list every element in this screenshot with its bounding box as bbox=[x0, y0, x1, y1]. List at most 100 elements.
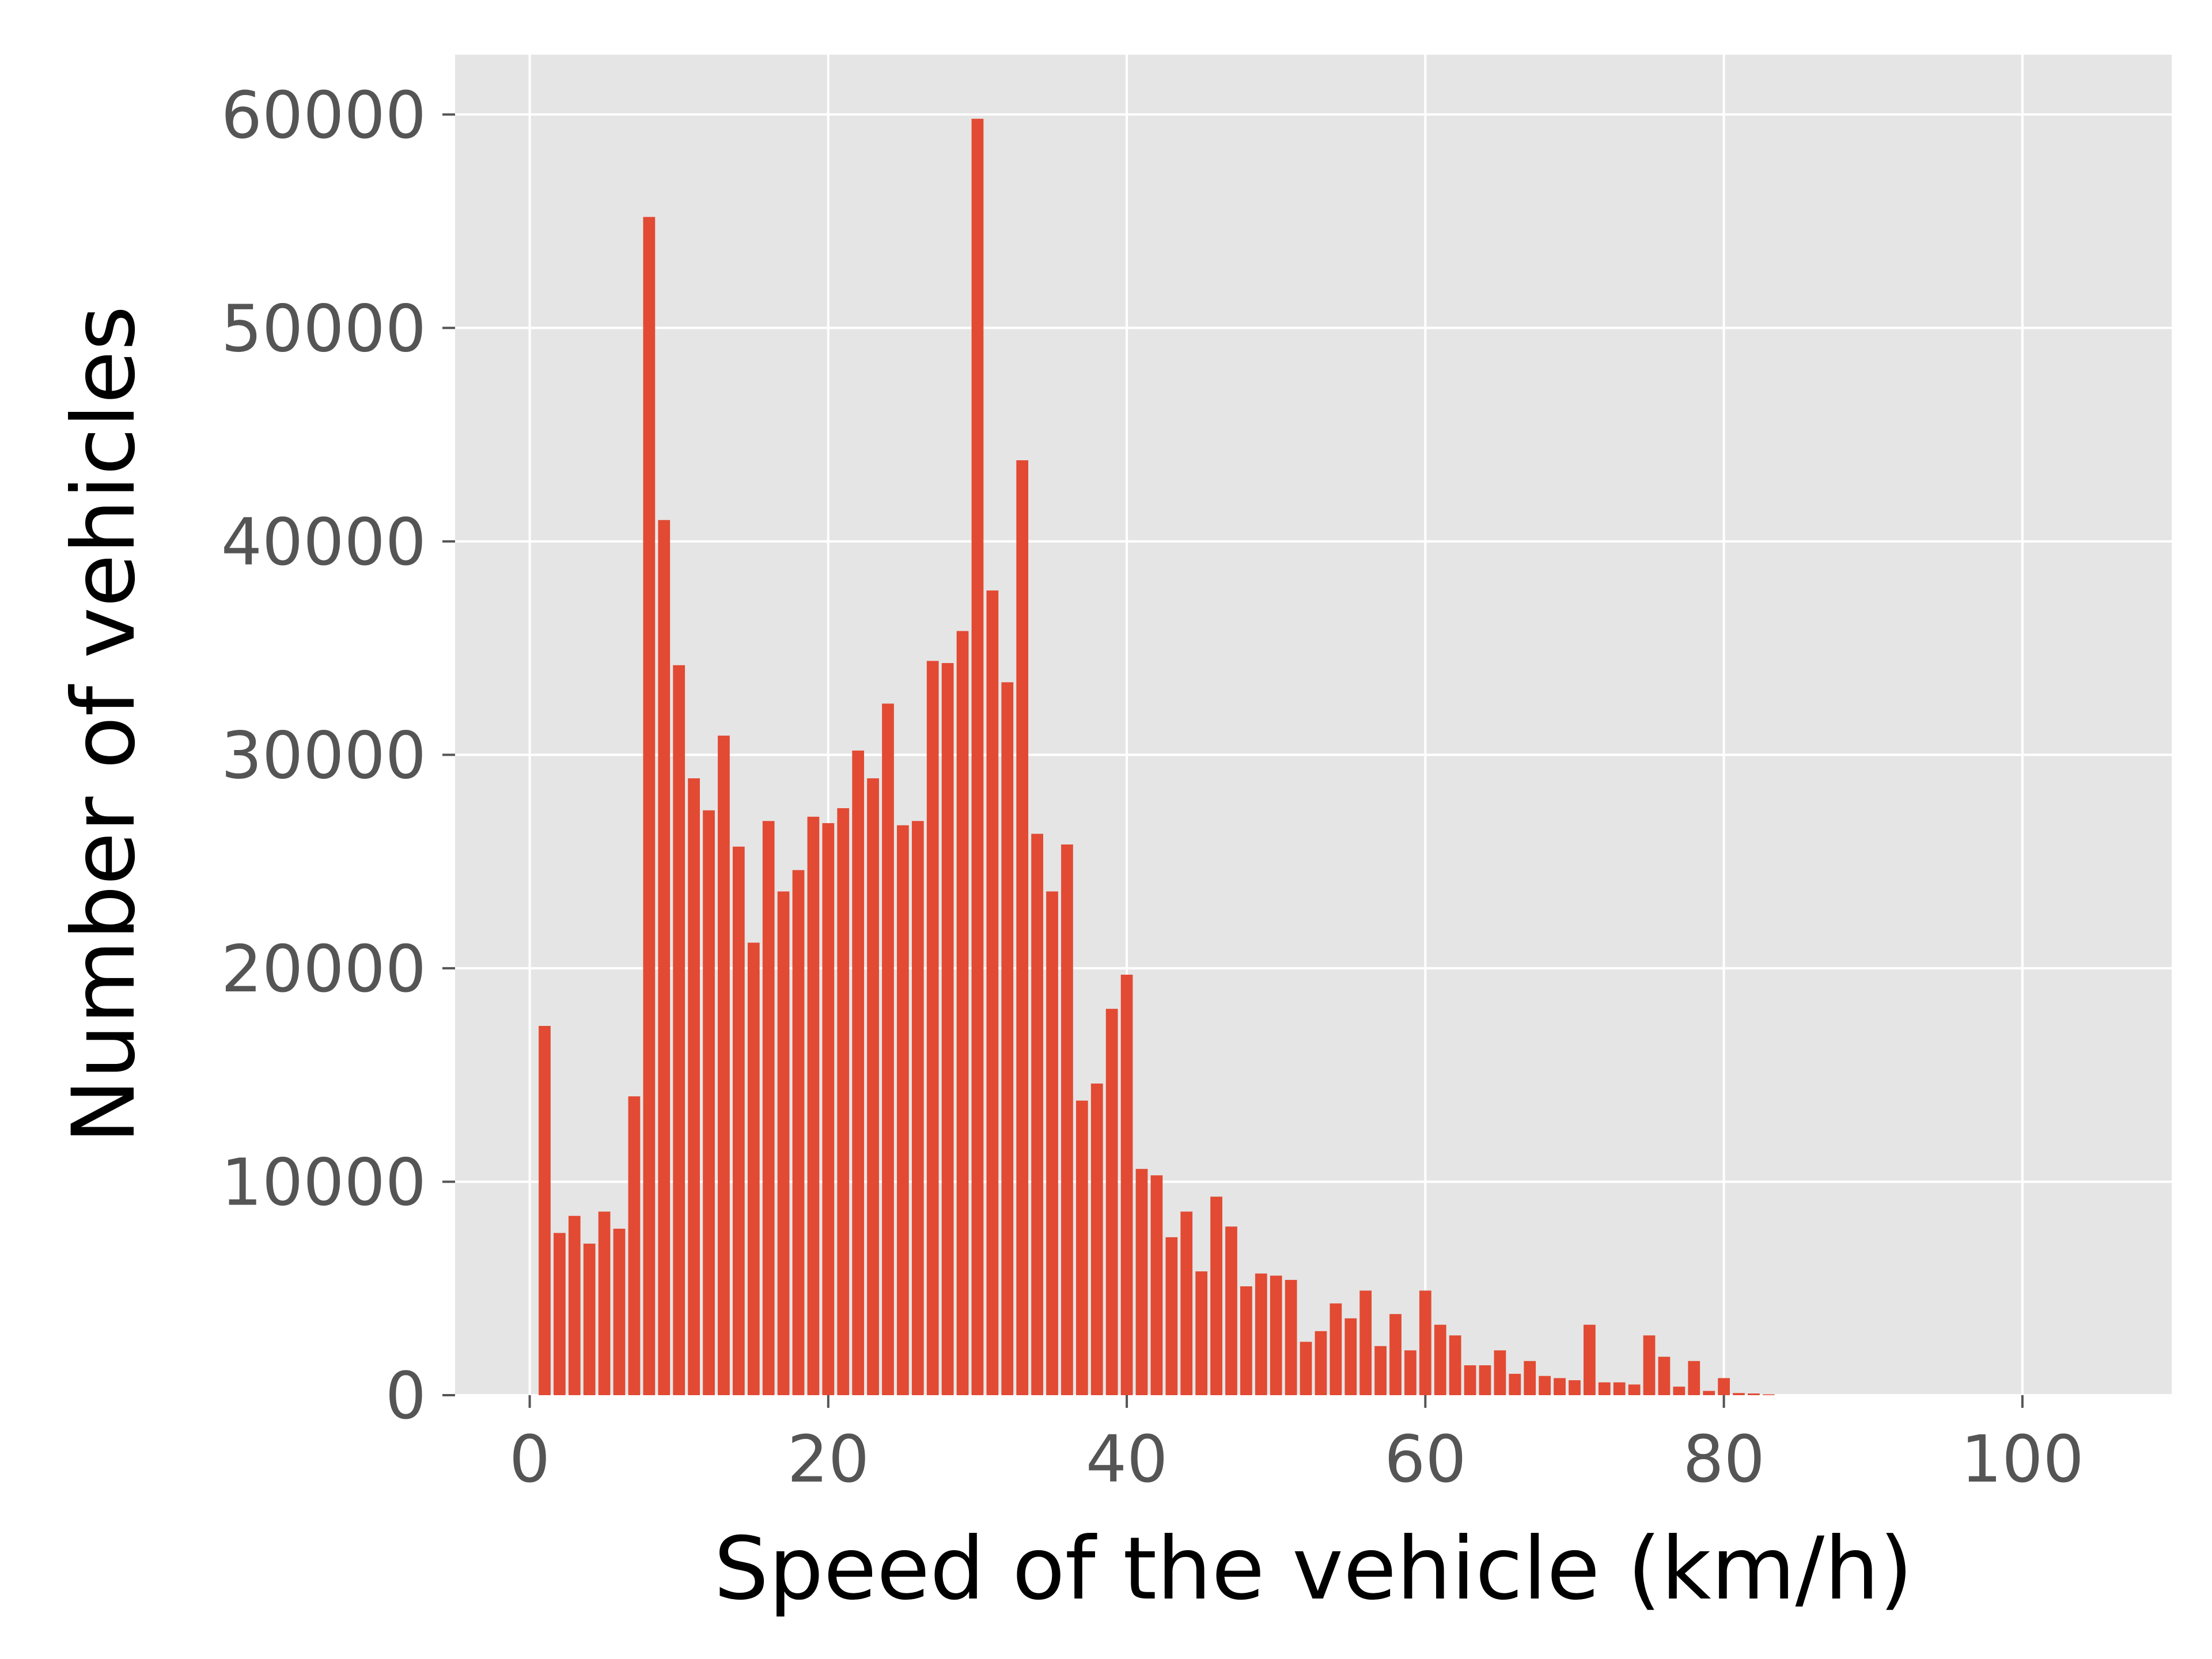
bar bbox=[1688, 1361, 1700, 1395]
bar bbox=[658, 520, 671, 1395]
y-tick-label: 60000 bbox=[221, 78, 426, 153]
x-tick-label: 100 bbox=[1961, 1422, 2084, 1497]
y-tick-label: 40000 bbox=[221, 505, 426, 580]
bar bbox=[941, 663, 954, 1395]
bar bbox=[1419, 1290, 1431, 1395]
x-tick-label: 60 bbox=[1384, 1422, 1467, 1497]
bar bbox=[1613, 1382, 1626, 1395]
bar bbox=[1479, 1365, 1491, 1395]
x-tick-label: 80 bbox=[1683, 1422, 1765, 1497]
bar bbox=[867, 778, 879, 1395]
bar bbox=[1509, 1373, 1521, 1395]
bar bbox=[822, 823, 835, 1395]
bar bbox=[703, 810, 715, 1395]
bar bbox=[628, 1096, 641, 1395]
bar bbox=[732, 846, 745, 1395]
bar bbox=[1643, 1335, 1656, 1395]
bar bbox=[1569, 1380, 1581, 1395]
y-tick-label: 50000 bbox=[221, 291, 426, 366]
bar bbox=[1344, 1318, 1357, 1395]
bar bbox=[1180, 1211, 1193, 1395]
bar bbox=[598, 1211, 611, 1395]
bar bbox=[1315, 1331, 1327, 1395]
bar bbox=[1703, 1391, 1715, 1395]
ticks-group: 0 20 40 60 80 100 0 10000 20000 30000 40000 50000 60… bbox=[221, 78, 2084, 1497]
bar bbox=[1300, 1342, 1312, 1395]
bar bbox=[1748, 1393, 1760, 1395]
y-tick-label: 20000 bbox=[221, 932, 426, 1007]
bar bbox=[1449, 1335, 1461, 1395]
bar bbox=[1240, 1286, 1252, 1395]
bar bbox=[777, 891, 790, 1395]
bar bbox=[1389, 1314, 1402, 1395]
bar bbox=[1584, 1324, 1596, 1395]
y-tick-label: 30000 bbox=[221, 718, 426, 793]
bar bbox=[897, 825, 909, 1395]
bar bbox=[673, 665, 685, 1395]
bar bbox=[1031, 834, 1043, 1395]
bar bbox=[1270, 1275, 1282, 1395]
bar bbox=[1554, 1378, 1566, 1395]
bar bbox=[1120, 975, 1133, 1395]
bar bbox=[1150, 1175, 1163, 1395]
bar bbox=[718, 736, 730, 1395]
bar bbox=[1404, 1350, 1416, 1395]
bar bbox=[568, 1215, 581, 1395]
bar bbox=[1105, 1009, 1118, 1395]
bar bbox=[643, 217, 656, 1395]
bar bbox=[1135, 1169, 1148, 1395]
bar bbox=[926, 661, 939, 1395]
x-tick-label: 40 bbox=[1086, 1422, 1168, 1497]
bar bbox=[1075, 1100, 1088, 1395]
bar bbox=[688, 778, 700, 1395]
bar bbox=[1330, 1303, 1342, 1395]
bar bbox=[1718, 1378, 1730, 1395]
x-tick-label: 20 bbox=[787, 1422, 870, 1497]
bar bbox=[1374, 1346, 1387, 1395]
bar bbox=[1673, 1387, 1685, 1395]
bar bbox=[1090, 1084, 1103, 1395]
y-tick-label: 10000 bbox=[221, 1145, 426, 1220]
y-tick-label: 0 bbox=[385, 1359, 426, 1434]
bar bbox=[613, 1228, 626, 1395]
bar bbox=[1016, 460, 1029, 1395]
bar bbox=[539, 1025, 551, 1395]
bar bbox=[1046, 891, 1058, 1395]
bar bbox=[1165, 1237, 1178, 1395]
bar bbox=[837, 808, 850, 1395]
bar bbox=[1464, 1365, 1476, 1395]
bars-group bbox=[539, 119, 1775, 1396]
bar bbox=[807, 816, 820, 1395]
bar bbox=[956, 631, 969, 1395]
bar bbox=[911, 821, 924, 1395]
bar bbox=[1733, 1393, 1745, 1395]
bar bbox=[583, 1243, 596, 1395]
bar bbox=[1255, 1273, 1267, 1395]
bar bbox=[1210, 1196, 1222, 1395]
bar bbox=[792, 870, 805, 1395]
bar bbox=[1524, 1361, 1536, 1395]
bar bbox=[1225, 1226, 1237, 1395]
bar bbox=[882, 703, 894, 1395]
bar bbox=[1494, 1350, 1506, 1395]
bar bbox=[1628, 1384, 1641, 1395]
bar bbox=[1001, 682, 1014, 1395]
bar bbox=[1061, 844, 1073, 1395]
x-axis-label: Speed of the vehicle (km/h) bbox=[714, 1519, 1913, 1619]
bar bbox=[1658, 1357, 1671, 1395]
bar bbox=[1285, 1279, 1297, 1395]
y-axis-label: Number of vehicles bbox=[54, 306, 154, 1144]
bar bbox=[971, 119, 984, 1396]
bar bbox=[852, 750, 865, 1395]
bar bbox=[986, 590, 999, 1395]
bar bbox=[1195, 1271, 1208, 1395]
bar bbox=[1434, 1324, 1446, 1395]
bar bbox=[1598, 1382, 1611, 1395]
x-tick-label: 0 bbox=[509, 1422, 550, 1497]
bar bbox=[762, 821, 775, 1395]
bar bbox=[1539, 1376, 1551, 1395]
bar bbox=[554, 1233, 566, 1395]
bar bbox=[747, 942, 760, 1395]
bar bbox=[1359, 1290, 1372, 1395]
